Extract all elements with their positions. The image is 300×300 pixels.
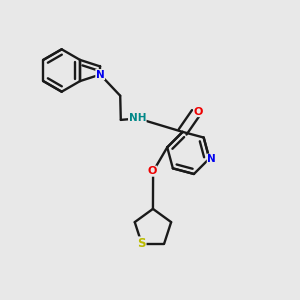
Text: O: O	[194, 106, 203, 117]
Text: O: O	[148, 166, 157, 176]
Text: N: N	[96, 70, 105, 80]
Text: S: S	[137, 237, 146, 250]
Text: N: N	[207, 154, 216, 164]
Text: NH: NH	[128, 113, 146, 123]
